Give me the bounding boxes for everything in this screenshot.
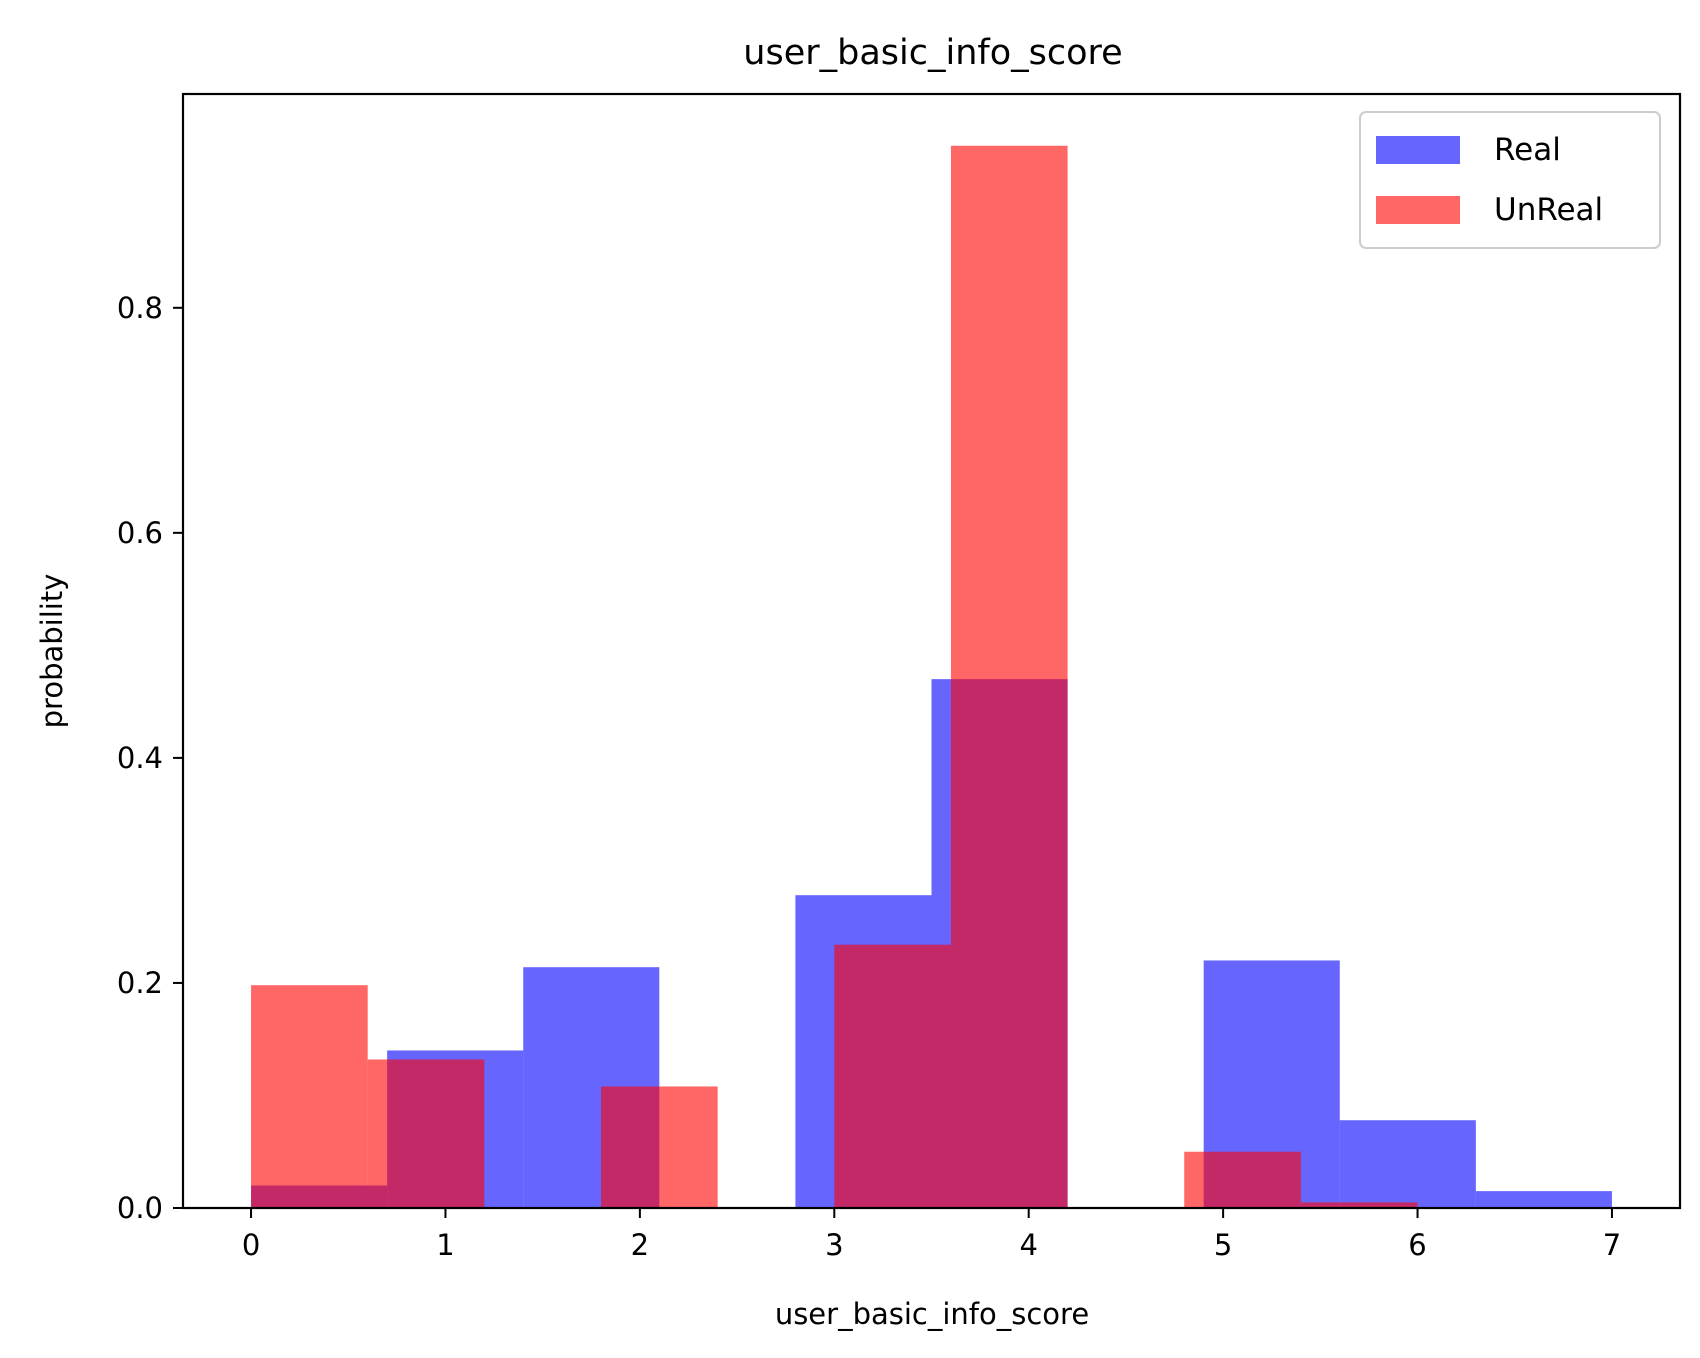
y-axis: 0.0 0.2 0.4 0.6 0.8 (117, 291, 183, 1225)
x-tick-label: 1 (436, 1228, 454, 1262)
y-tick-label: 0.2 (117, 966, 163, 1000)
x-tick-label: 0 (242, 1228, 260, 1262)
y-tick-label: 0.0 (117, 1191, 163, 1225)
x-tick-label: 5 (1214, 1228, 1232, 1262)
legend-swatch-unreal (1376, 196, 1460, 224)
x-axis-label: user_basic_info_score (775, 1297, 1089, 1331)
x-tick-label: 6 (1408, 1228, 1426, 1262)
y-tick-label: 0.8 (117, 291, 163, 325)
plot-frame (181, 92, 1682, 1210)
legend-swatch-real (1376, 136, 1460, 164)
bar-unreal-1 (367, 1059, 485, 1208)
bars-layer (251, 145, 1612, 1209)
x-axis: 0 1 2 3 4 5 6 7 (242, 1208, 1621, 1262)
x-tick-label: 3 (825, 1228, 843, 1262)
x-tick-label: 2 (631, 1228, 649, 1262)
bar-real-8 (1339, 1120, 1476, 1208)
y-tick-label: 0.6 (117, 516, 163, 550)
bar-unreal-0 (251, 985, 368, 1208)
y-tick-label: 0.4 (117, 741, 163, 775)
bar-real-9 (1475, 1191, 1612, 1208)
chart-title: user_basic_info_score (743, 33, 1122, 73)
bar-unreal-6 (950, 145, 1068, 1209)
legend-label-real: Real (1494, 132, 1561, 168)
bar-unreal-9 (1300, 1202, 1418, 1208)
legend-label-unreal: UnReal (1494, 192, 1603, 228)
bar-unreal-5 (834, 944, 951, 1208)
x-tick-label: 4 (1019, 1228, 1037, 1262)
bar-unreal-8 (1184, 1151, 1301, 1208)
bar-unreal-3 (600, 1086, 718, 1208)
legend: Real UnReal (1359, 111, 1661, 249)
x-tick-label: 7 (1603, 1228, 1621, 1262)
y-axis-label: probability (35, 574, 69, 729)
